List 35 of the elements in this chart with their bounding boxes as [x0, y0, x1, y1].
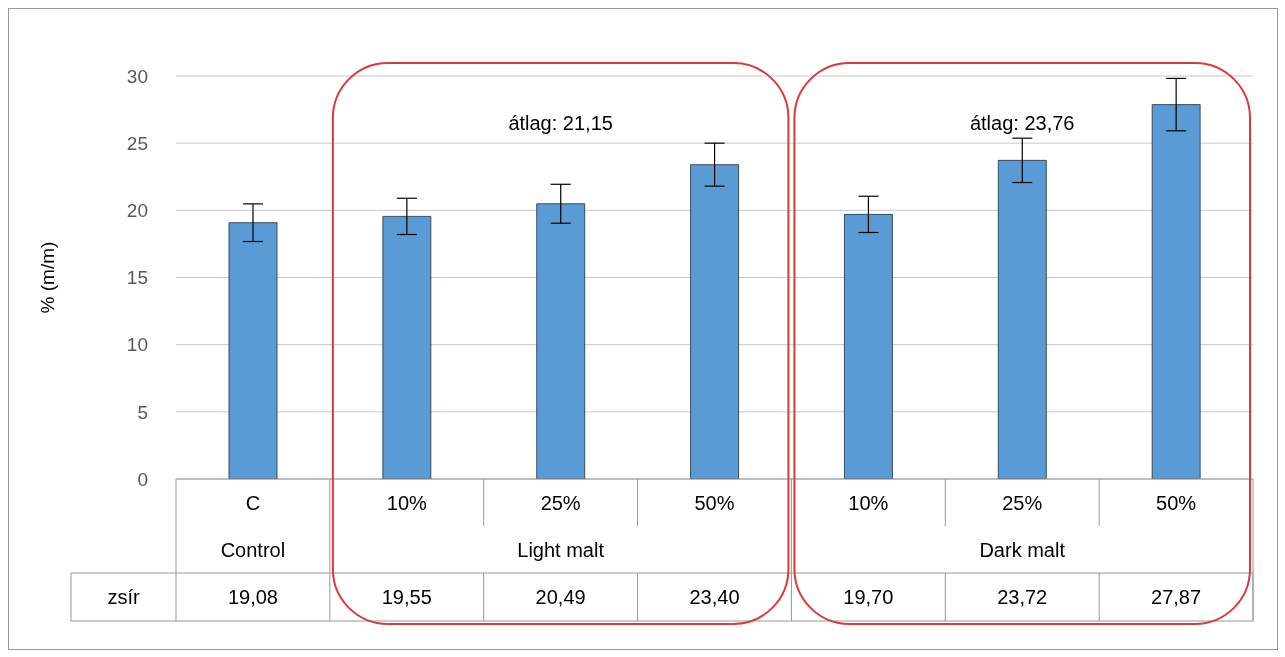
y-axis-title: % (m/m) — [36, 241, 58, 314]
bar — [228, 222, 278, 479]
bar — [536, 203, 586, 479]
bar — [382, 215, 432, 479]
x-tick-label: 10% — [386, 491, 428, 514]
x-tick-label: 25% — [540, 491, 581, 514]
x-tick-label: 10% — [848, 491, 889, 514]
text: Dark malt — [979, 538, 1066, 561]
x-tick-label: 25% — [1002, 491, 1043, 514]
x-tick-label: 50% — [1156, 491, 1197, 514]
y-tick-label: 20 — [126, 200, 148, 222]
y-tick-label: 25 — [126, 132, 148, 154]
data-label: 23,40 — [689, 586, 740, 608]
x-tick-label: 50% — [694, 491, 735, 514]
data-label: 19,08 — [227, 586, 278, 608]
y-tick-label: 10 — [126, 334, 148, 356]
text: zsír — [107, 586, 140, 608]
data-label: 20,49 — [535, 586, 586, 608]
x-tick-label: C — [245, 491, 261, 514]
y-tick-label: 0 — [137, 468, 148, 490]
bar — [997, 159, 1047, 479]
bar — [844, 213, 893, 479]
bar — [690, 164, 739, 479]
text: Control — [220, 538, 286, 561]
data-label: 19,55 — [381, 586, 432, 608]
y-tick-label: 15 — [126, 267, 148, 289]
y-tick-label: 30 — [126, 65, 148, 87]
y-tick-label: 5 — [137, 401, 148, 423]
data-label: 19,70 — [843, 586, 894, 608]
data-label: 27,87 — [1151, 586, 1202, 608]
annotation: átlag: 23,76 — [969, 112, 1075, 135]
data-label: 23,72 — [997, 586, 1048, 608]
bar — [1151, 104, 1201, 479]
text: Light malt — [517, 538, 605, 561]
annotation: átlag: 21,15 — [508, 112, 613, 135]
